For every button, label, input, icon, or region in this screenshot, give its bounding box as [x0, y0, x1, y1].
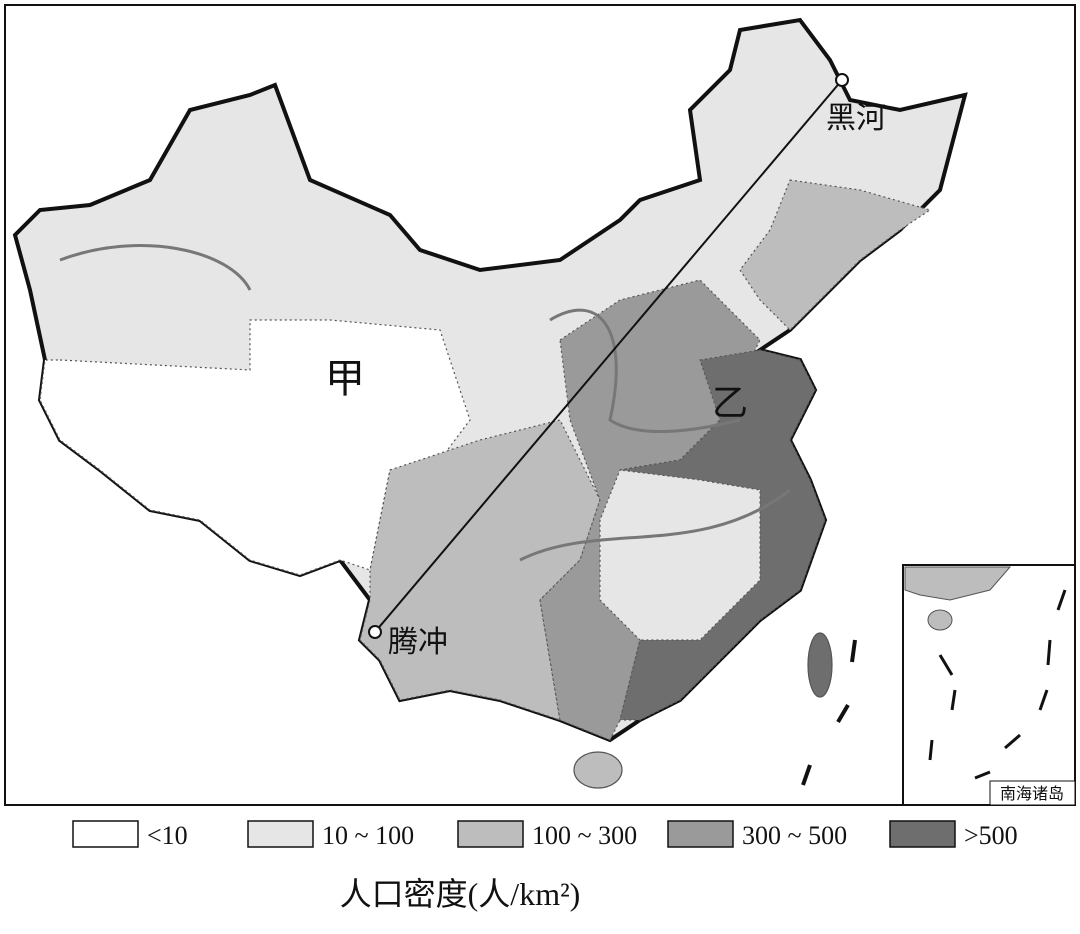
region-300-500 [539, 279, 761, 741]
region-under-10 [39, 319, 471, 576]
legend-label: 100 ~ 300 [532, 821, 637, 850]
region-label: 乙 [712, 383, 748, 423]
legend-label: >500 [964, 821, 1018, 850]
place-label: 腾冲 [388, 626, 448, 659]
legend-label: <10 [147, 821, 188, 850]
legend-swatch [667, 820, 734, 848]
region-100-300-ne [739, 179, 932, 331]
legend-label: 300 ~ 500 [742, 821, 847, 850]
river [59, 244, 791, 562]
taiwan [807, 632, 833, 698]
region-100-300 [359, 419, 601, 721]
tengchong-point [368, 625, 382, 639]
nine-dash [801, 639, 857, 786]
region-label: 甲 [325, 356, 365, 401]
heihe-point [835, 73, 849, 87]
inset: 南海诸岛 [902, 564, 1076, 806]
legend-swatch [457, 820, 524, 848]
legend-swatch [72, 820, 139, 848]
map-regions [12, 17, 968, 789]
legend: <10 10 ~ 100 100 ~ 300 300 ~ 500 >500 [72, 820, 1018, 850]
inset-label: 南海诸岛 [1000, 784, 1064, 803]
hainan [573, 751, 623, 789]
legend-swatch [247, 820, 314, 848]
legend-swatch [889, 820, 956, 848]
region-over-500 [619, 349, 826, 721]
place-label: 黑河 [826, 102, 886, 135]
hu-line [374, 79, 843, 633]
map-title: 人口密度(人/km²) [340, 876, 581, 912]
legend-label: 10 ~ 100 [322, 821, 414, 850]
